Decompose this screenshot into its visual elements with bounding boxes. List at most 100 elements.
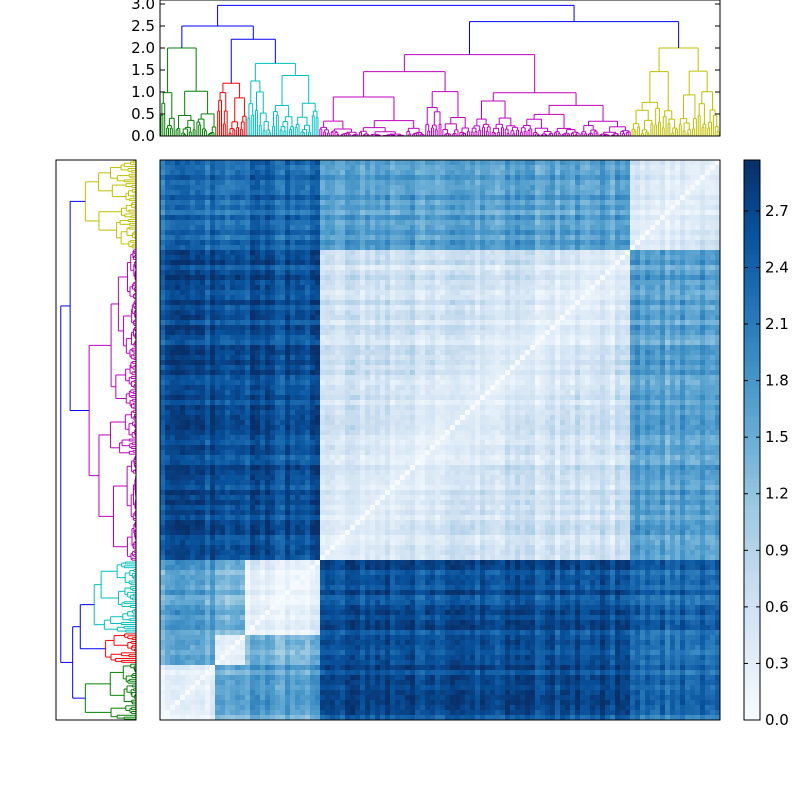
heatmap-cell <box>535 160 541 166</box>
heatmap-cell <box>295 220 301 226</box>
heatmap-cell <box>245 170 251 176</box>
heatmap-cell <box>245 290 251 296</box>
heatmap-cell <box>605 170 611 176</box>
heatmap-cell <box>275 160 281 166</box>
heatmap-cell <box>225 185 231 191</box>
heatmap-cell <box>670 165 676 171</box>
heatmap-cell <box>675 170 681 176</box>
heatmap-cell <box>360 240 366 246</box>
heatmap-cell <box>365 220 371 226</box>
heatmap-cell <box>385 200 391 206</box>
heatmap-cell <box>210 165 216 171</box>
heatmap-cell <box>545 210 551 216</box>
heatmap-cell <box>570 160 576 166</box>
heatmap-cell <box>255 220 261 226</box>
heatmap-cell <box>240 240 246 246</box>
heatmap-cell <box>675 245 681 251</box>
heatmap-cell <box>635 220 641 226</box>
heatmap-cell <box>525 285 531 291</box>
heatmap-cell <box>640 240 646 246</box>
heatmap-cell <box>320 215 326 221</box>
heatmap-cell <box>630 260 636 266</box>
heatmap-cell <box>575 260 581 266</box>
heatmap-cell <box>480 220 486 226</box>
heatmap-cell <box>525 210 531 216</box>
heatmap-cell <box>165 235 171 241</box>
heatmap-cell <box>265 250 271 256</box>
heatmap-cell <box>305 275 311 281</box>
heatmap-cell <box>310 285 316 291</box>
heatmap-cell <box>500 195 506 201</box>
heatmap-cell <box>380 290 386 296</box>
heatmap-cell <box>310 175 316 181</box>
heatmap-cell <box>160 185 166 191</box>
heatmap-cell <box>550 160 556 166</box>
heatmap-cell <box>600 180 606 186</box>
heatmap-cell <box>365 245 371 251</box>
heatmap-cell <box>470 280 476 286</box>
heatmap-cell <box>200 215 206 221</box>
heatmap-cell <box>450 250 456 256</box>
heatmap-cell <box>335 240 341 246</box>
heatmap-cell <box>455 285 461 291</box>
heatmap-cell <box>690 270 696 276</box>
heatmap-cell <box>275 175 281 181</box>
heatmap-cell <box>305 190 311 196</box>
heatmap-cell <box>210 195 216 201</box>
heatmap-cell <box>480 230 486 236</box>
heatmap-cell <box>190 295 196 301</box>
heatmap-cell <box>350 235 356 241</box>
heatmap-cell <box>635 295 641 301</box>
heatmap-cell <box>245 270 251 276</box>
heatmap-cell <box>160 265 166 271</box>
heatmap-cell <box>700 260 706 266</box>
heatmap-cell <box>425 250 431 256</box>
heatmap-cell <box>675 250 681 256</box>
heatmap-cell <box>415 190 421 196</box>
heatmap-cell <box>210 200 216 206</box>
heatmap-cell <box>225 295 231 301</box>
heatmap-cell <box>525 235 531 241</box>
heatmap-cell <box>470 200 476 206</box>
heatmap-cell <box>570 265 576 271</box>
heatmap-cell <box>605 250 611 256</box>
heatmap-cell <box>265 295 271 301</box>
heatmap-cell <box>315 245 321 251</box>
heatmap-cell <box>270 185 276 191</box>
heatmap-cell <box>195 210 201 216</box>
heatmap-cell <box>235 275 241 281</box>
heatmap-cell <box>235 170 241 176</box>
heatmap-cell <box>575 235 581 241</box>
heatmap-cell <box>380 250 386 256</box>
heatmap-cell <box>300 265 306 271</box>
heatmap-cell <box>680 175 686 181</box>
heatmap-cell <box>380 260 386 266</box>
heatmap-cell <box>665 275 671 281</box>
heatmap-cell <box>315 170 321 176</box>
heatmap-cell <box>275 290 281 296</box>
heatmap-cell <box>535 260 541 266</box>
heatmap-cell <box>455 175 461 181</box>
top-dendrogram <box>159 0 721 137</box>
heatmap-cell <box>340 230 346 236</box>
heatmap-cell <box>355 160 361 166</box>
heatmap-cell <box>160 290 166 296</box>
heatmap-cell <box>290 225 296 231</box>
heatmap-cell <box>715 275 721 281</box>
heatmap-cell <box>715 220 721 226</box>
heatmap-cell <box>360 290 366 296</box>
heatmap-cell <box>325 225 331 231</box>
heatmap-cell <box>275 225 281 231</box>
heatmap-cell <box>605 290 611 296</box>
heatmap-cell <box>340 260 346 266</box>
heatmap-cell <box>375 280 381 286</box>
heatmap-cell <box>435 245 441 251</box>
heatmap-cell <box>595 175 601 181</box>
heatmap-cell <box>355 275 361 281</box>
heatmap-cell <box>390 165 396 171</box>
heatmap-cell <box>215 260 221 266</box>
heatmap-cell <box>540 190 546 196</box>
heatmap-cell <box>430 220 436 226</box>
heatmap-cell <box>600 280 606 286</box>
heatmap-cell <box>550 260 556 266</box>
